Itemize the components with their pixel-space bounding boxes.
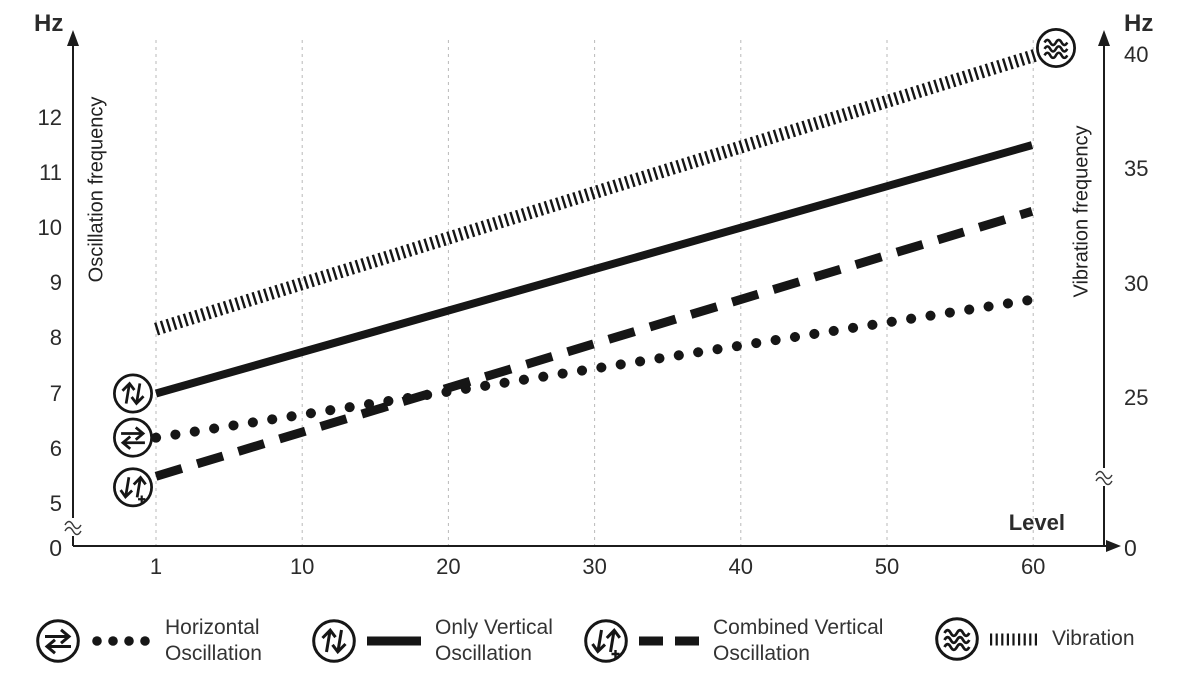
legend-item-combined-vertical-oscillation: Combined Vertical Oscillation [582,615,883,667]
dashed-line-sample [639,636,699,646]
vibration-icon [1036,28,1076,68]
legend: Horizontal Oscillation Only Vertical Osc… [0,603,1203,673]
x-tick-20: 20 [436,554,461,579]
left-tick-5: 5 [49,490,62,516]
x-tick-10: 10 [289,554,315,579]
series-line-vibration [154,48,1038,336]
right-axis-break [1095,470,1113,480]
axes [63,30,1121,552]
left-tick-8: 8 [49,325,62,351]
x-tick-1: 1 [149,554,163,579]
vertical-oscillation-icon [113,373,153,414]
dotted-line-sample [92,636,150,646]
series-line-vertical-oscillation [154,141,1034,398]
legend-item-horizontal-oscillation: Horizontal Oscillation [34,615,262,667]
left-tick-12: 12 [37,104,62,130]
legend-item-only-vertical-oscillation: Only Vertical Oscillation [310,615,553,667]
series-lines [151,48,1038,481]
left-tick-7: 7 [49,380,62,406]
right-axis-origin: 0 [1124,535,1137,561]
x-axis-title: Level [1008,510,1065,535]
plot-canvas [63,28,1121,552]
right-tick-30: 30 [1124,270,1149,296]
series-line-combined-vertical-oscillation [154,207,1034,481]
right-tick-35: 35 [1124,156,1149,182]
left-axis-unit: Hz [34,10,64,37]
left-tick-10: 10 [37,214,62,240]
right-axis-break-mask [1094,468,1114,486]
right-axis-arrowhead [1098,30,1110,46]
legend-label: Vibration [1052,627,1135,650]
left-axis-arrowhead [67,30,79,46]
left-axis-break [64,526,82,536]
x-tick-30: 30 [582,554,607,579]
legend-label: Horizontal Oscillation [165,616,262,665]
left-axis-title: Oscillation frequency [85,96,108,283]
right-axis-unit: Hz [1124,10,1154,37]
left-tick-6: 6 [49,435,62,461]
right-axis-break [1095,476,1113,486]
legend-label: Combined Vertical Oscillation [713,616,884,665]
combined-vertical-oscillation-icon [584,619,628,663]
gridlines [155,40,1034,545]
legend-label: Only Vertical Oscillation [435,616,553,665]
horizontal-oscillation-icon [36,619,80,663]
series-line-horizontal-oscillation [151,294,1037,443]
left-axis-break [64,520,82,530]
x-axis-arrowhead [1106,540,1121,552]
right-tick-40: 40 [1124,42,1149,67]
left-tick-11: 11 [39,159,62,185]
solid-line-sample [367,636,421,646]
left-tick-9: 9 [49,270,62,296]
x-tick-40: 40 [728,554,754,579]
vertical-oscillation-icon [312,619,356,663]
horizontal-oscillation-icon [113,417,153,458]
right-axis-title: Vibration frequency [1070,125,1093,298]
x-tick-50: 50 [874,554,900,579]
legend-item-vibration: Vibration [933,615,1135,663]
vibration-icon [935,617,979,661]
left-axis-break-mask [63,518,83,536]
fine-hatch-line-sample [990,633,1038,645]
combined-vertical-oscillation-icon [113,467,153,508]
right-tick-25: 25 [1124,384,1149,410]
x-tick-60: 60 [1020,554,1046,579]
left-axis-origin: 0 [49,535,62,561]
